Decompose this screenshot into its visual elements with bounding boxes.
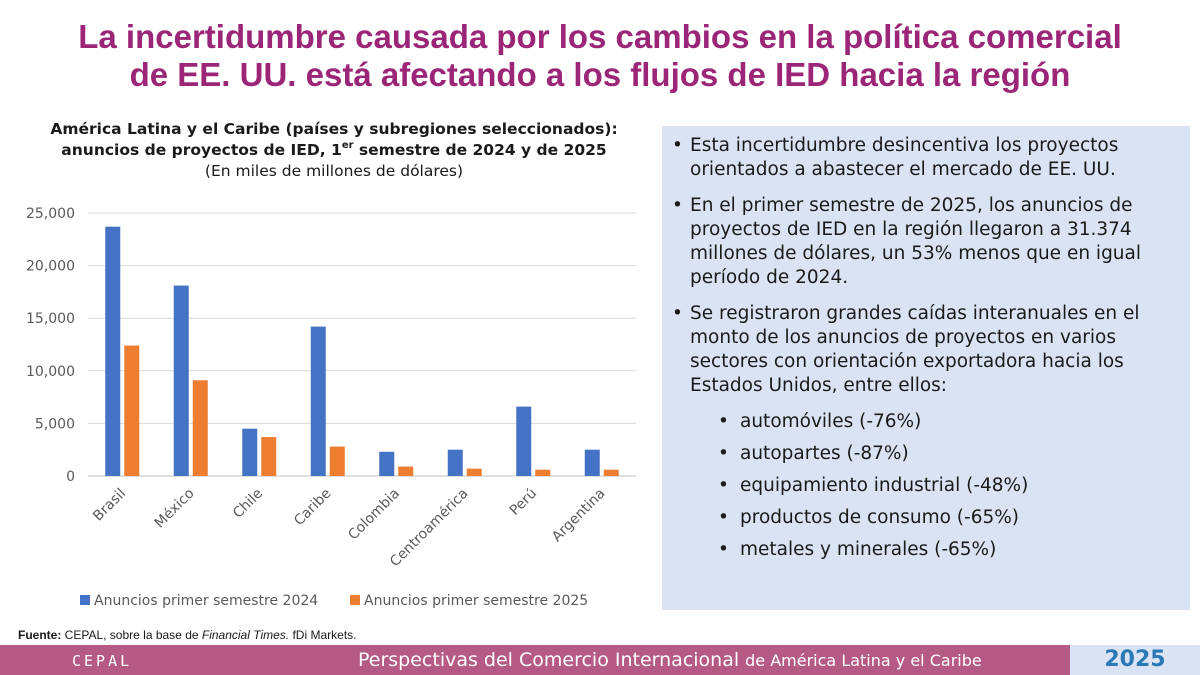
y-tick-label: 5,000 xyxy=(35,416,75,432)
source-text-post: fDi Markets. xyxy=(289,628,357,642)
key-points-panel: • Esta incertidumbre desincentiva los pr… xyxy=(662,126,1190,610)
chart-subtitle: (En miles de millones de dólares) xyxy=(204,162,464,180)
legend-swatch xyxy=(350,595,360,605)
bar xyxy=(124,345,140,476)
bar xyxy=(466,468,482,476)
x-category-label: México xyxy=(152,486,198,532)
x-category-label: Chile xyxy=(230,486,266,522)
y-axis-ticks: 0 5,000 10,000 15,000 20,000 25,000 xyxy=(26,206,75,485)
bar xyxy=(310,326,326,476)
bullet-dot: • xyxy=(718,411,729,432)
legend-label: Anuncios primer semestre 2025 xyxy=(364,593,588,609)
cepal-logo: CEPAL xyxy=(72,652,133,670)
x-category-label: Perú xyxy=(507,486,540,519)
bar xyxy=(105,226,121,476)
bullet-2-text: En el primer semestre de 2025, los anunc… xyxy=(690,195,1142,288)
bar xyxy=(173,285,189,476)
x-axis-categories: Brasil México Chile Caribe ColombiaCentroamé… xyxy=(90,486,608,571)
legend-label: Anuncios primer semestre 2024 xyxy=(94,593,318,609)
sector-item: • metales y minerales (-65%) xyxy=(668,538,1184,562)
y-tick-label: 25,000 xyxy=(26,206,75,222)
footer-year: 2025 xyxy=(1070,645,1200,675)
footer-bar: CEPAL Perspectivas del Comercio Internac… xyxy=(0,645,1200,675)
sector-item-text: equipamiento industrial (-48%) xyxy=(740,475,1029,496)
bullet-dot: • xyxy=(718,443,729,464)
slide-title: La incertidumbre causada por los cambios… xyxy=(20,18,1180,94)
bullet-3: • Se registraron grandes caídas interanu… xyxy=(668,302,1184,398)
bar xyxy=(192,380,208,476)
bar xyxy=(603,469,619,476)
bullet-dot: • xyxy=(672,195,683,216)
bullet-2: • En el primer semestre de 2025, los anu… xyxy=(668,194,1184,290)
sector-item: • equipamiento industrial (-48%) xyxy=(668,474,1184,498)
bar xyxy=(329,446,345,476)
bar xyxy=(398,466,414,476)
legend-swatch xyxy=(80,595,90,605)
bar xyxy=(261,437,277,476)
y-tick-label: 0 xyxy=(66,469,75,485)
chart-title-line-1: América Latina y el Caribe (países y sub… xyxy=(50,120,618,138)
sector-item: • automóviles (-76%) xyxy=(668,410,1184,434)
slide-title-line-1: La incertidumbre causada por los cambios… xyxy=(78,18,1122,55)
chart-title-ordinal: er xyxy=(341,139,354,151)
sector-item: • productos de consumo (-65%) xyxy=(668,506,1184,530)
footer-title-sub: de América Latina y el Caribe xyxy=(745,651,982,670)
slide-title-line-2: de EE. UU. está afectando a los flujos d… xyxy=(129,56,1071,93)
bar xyxy=(535,469,551,476)
bullet-dot: • xyxy=(718,507,729,528)
bar xyxy=(447,449,463,476)
y-tick-label: 10,000 xyxy=(26,364,75,380)
bar xyxy=(584,449,600,476)
bullet-dot: • xyxy=(718,475,729,496)
bullet-dot: • xyxy=(672,303,683,324)
legend: Anuncios primer semestre 2024 Anuncios pr… xyxy=(80,593,588,609)
sector-item-text: metales y minerales (-65%) xyxy=(740,539,997,560)
source-text-pre: CEPAL, sobre la base de xyxy=(61,628,202,642)
x-category-label: Argentina xyxy=(549,486,609,546)
bars xyxy=(105,226,619,476)
chart-title-line-2: anuncios de proyectos de IED, 1er semest… xyxy=(20,140,648,161)
sector-item-text: automóviles (-76%) xyxy=(740,411,922,432)
sector-list: • automóviles (-76%) • autopartes (-87%) •… xyxy=(668,410,1184,562)
bar xyxy=(516,406,532,476)
bullet-dot: • xyxy=(718,539,729,560)
chart-title-line-2-pre: anuncios de proyectos de IED, 1 xyxy=(61,141,342,159)
x-category-label: Colombia xyxy=(345,486,403,544)
source-text-italic: Financial Times. xyxy=(201,628,290,642)
gridlines xyxy=(88,212,636,477)
x-category-label: Brasil xyxy=(90,486,129,525)
bullet-1-text: Esta incertidumbre desincentiva los proy… xyxy=(690,135,1119,180)
bullet-3-text: Se registraron grandes caídas interanual… xyxy=(690,303,1140,396)
sector-item-text: autopartes (-87%) xyxy=(740,443,909,464)
bullet-dot: • xyxy=(672,135,683,156)
source-label: Fuente: xyxy=(18,628,62,642)
bar-chart: 0 5,000 10,000 15,000 20,000 25,000 Brasil Méx… xyxy=(26,206,636,609)
footer-title-main: Perspectivas del Comercio Internacional xyxy=(358,649,740,671)
footer-title: Perspectivas del Comercio Internacional d… xyxy=(358,648,982,673)
source-note: Fuente: CEPAL, sobre la base de Financia… xyxy=(18,628,356,642)
bar xyxy=(242,428,258,476)
y-tick-label: 15,000 xyxy=(26,311,75,327)
bullet-1: • Esta incertidumbre desincentiva los pr… xyxy=(668,134,1184,182)
chart-title: América Latina y el Caribe (países y sub… xyxy=(20,119,648,182)
chart-title-line-2-post: semestre de 2024 y de 2025 xyxy=(353,141,607,159)
sector-item: • autopartes (-87%) xyxy=(668,442,1184,466)
x-category-label: Caribe xyxy=(291,486,334,529)
y-tick-label: 20,000 xyxy=(26,259,75,275)
sector-item-text: productos de consumo (-65%) xyxy=(740,507,1020,528)
bar xyxy=(379,451,395,476)
